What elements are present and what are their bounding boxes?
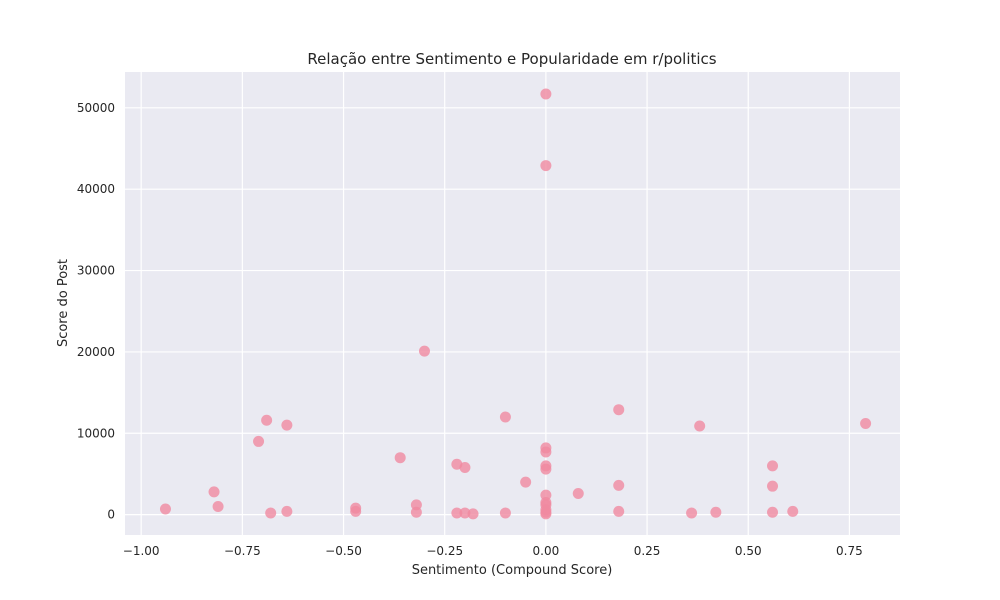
data-point xyxy=(540,160,552,172)
data-point xyxy=(540,446,552,458)
data-point xyxy=(613,505,625,517)
data-point xyxy=(767,506,779,518)
data-point xyxy=(710,506,722,518)
data-point xyxy=(499,411,511,423)
data-points xyxy=(159,88,872,520)
data-point xyxy=(394,452,406,464)
x-tick-label: −0.75 xyxy=(224,544,261,558)
data-point xyxy=(767,480,779,492)
x-tick-label: −0.25 xyxy=(426,544,463,558)
y-tick-label: 0 xyxy=(107,508,115,522)
data-point xyxy=(860,418,872,430)
data-point xyxy=(410,506,422,518)
x-tick-label: 0.50 xyxy=(735,544,762,558)
data-point xyxy=(253,435,265,447)
data-point xyxy=(281,419,293,431)
data-point xyxy=(540,88,552,100)
data-point xyxy=(686,507,698,519)
x-tick-labels: −1.00 −0.75 −0.50 −0.25 0.00 0.25 0.50 0.75 xyxy=(123,544,863,558)
plot-area xyxy=(125,72,900,535)
data-point xyxy=(212,501,224,513)
y-tick-label: 10000 xyxy=(77,426,115,440)
grid-lines xyxy=(125,72,900,535)
y-tick-label: 30000 xyxy=(77,264,115,278)
x-axis-label: Sentimento (Compound Score) xyxy=(412,563,613,578)
x-tick-label: 0.75 xyxy=(836,544,863,558)
data-point xyxy=(459,507,471,519)
y-tick-label: 40000 xyxy=(77,182,115,196)
data-point xyxy=(540,508,552,520)
data-point xyxy=(787,505,799,517)
data-point xyxy=(208,486,220,498)
data-point xyxy=(572,488,584,500)
y-axis-label: Score do Post xyxy=(56,259,71,347)
data-point xyxy=(281,505,293,517)
data-point xyxy=(694,420,706,432)
data-point xyxy=(350,505,362,517)
data-point xyxy=(265,507,277,519)
y-tick-labels: 0 10000 20000 30000 40000 50000 xyxy=(77,101,115,522)
chart-title: Relação entre Sentimento e Popularidade … xyxy=(307,50,716,68)
data-point xyxy=(613,479,625,491)
data-point xyxy=(159,503,171,515)
data-point xyxy=(418,345,430,357)
x-tick-label: 0.25 xyxy=(634,544,661,558)
data-point xyxy=(467,508,479,520)
data-point xyxy=(613,404,625,416)
data-point xyxy=(540,463,552,475)
x-tick-label: −0.50 xyxy=(325,544,362,558)
data-point xyxy=(520,476,532,488)
x-tick-label: 0.00 xyxy=(533,544,560,558)
data-point xyxy=(451,507,463,519)
data-point xyxy=(261,414,273,426)
data-point xyxy=(767,460,779,472)
y-tick-label: 20000 xyxy=(77,345,115,359)
x-tick-label: −1.00 xyxy=(123,544,160,558)
y-tick-label: 50000 xyxy=(77,101,115,115)
data-point xyxy=(459,461,471,473)
data-point xyxy=(499,507,511,519)
